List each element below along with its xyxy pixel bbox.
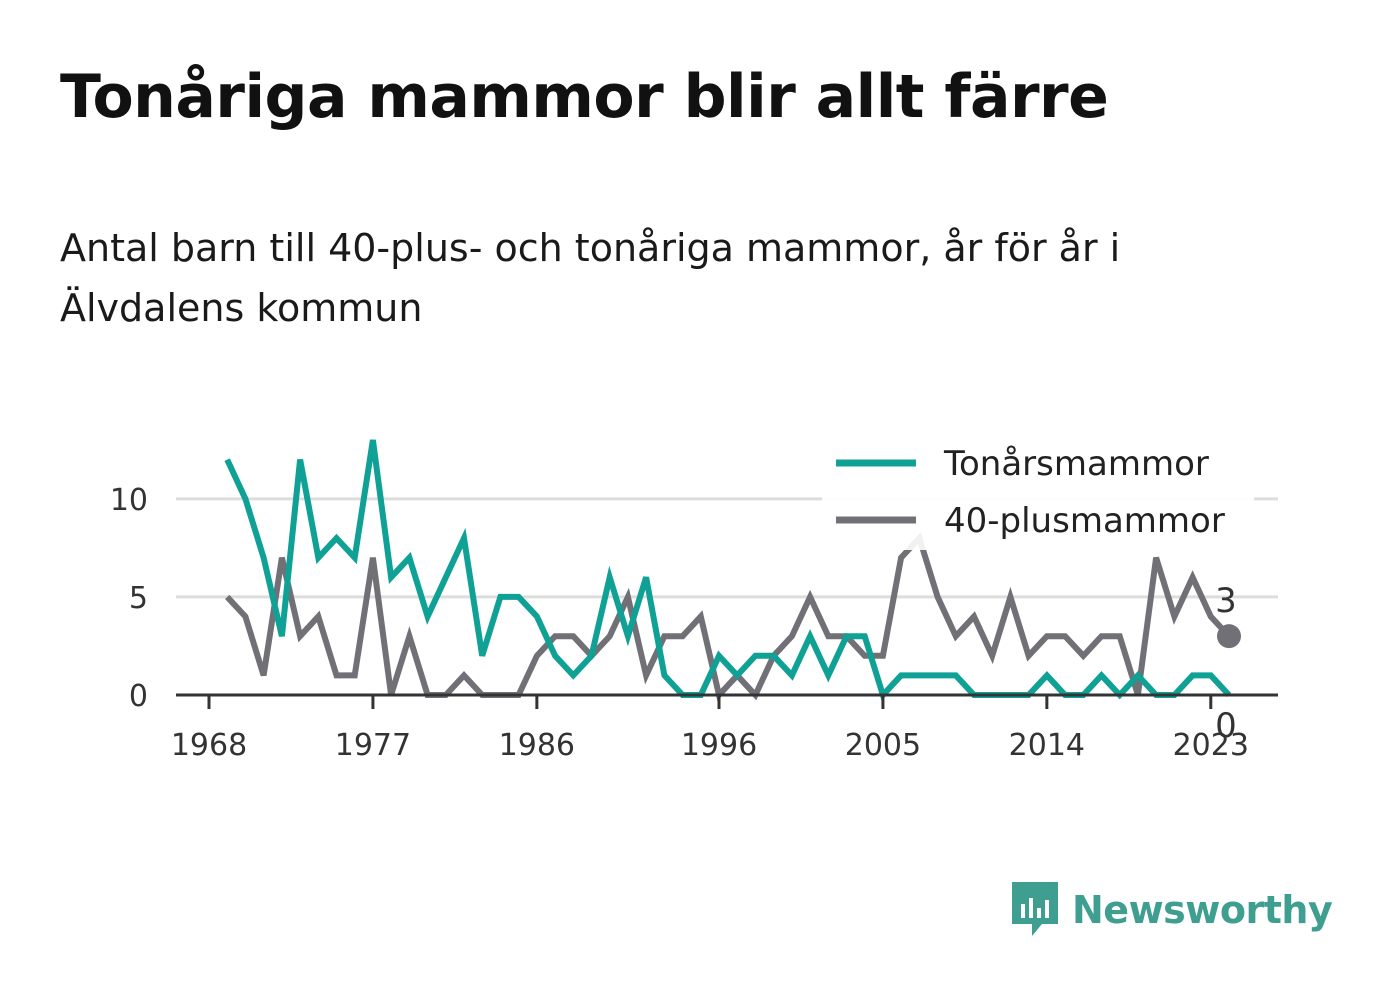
- end-point-marker: [1217, 624, 1241, 649]
- chart-subtitle: Antal barn till 40-plus- och tonåriga ma…: [60, 226, 1121, 330]
- legend-label: Tonårsmammor: [943, 444, 1209, 484]
- legend: Tonårsmammor 40-plusmammor: [822, 438, 1254, 550]
- y-tick-label: 0: [129, 679, 148, 714]
- end-value-label: 3: [1215, 581, 1237, 621]
- legend-label: 40-plusmammor: [944, 501, 1225, 541]
- y-tick-label: 5: [129, 581, 148, 616]
- axes: 0 5 10 1968 1977 1986 1996 2005 2014 2023: [110, 483, 1278, 763]
- y-tick-label: 10: [110, 483, 148, 518]
- x-tick-label: 2005: [845, 728, 921, 763]
- series-line-40-plusmammor: [225, 532, 1232, 702]
- x-tick-label: 2014: [1009, 728, 1085, 763]
- newsworthy-logo-icon: [1012, 882, 1058, 936]
- legend-background: [822, 438, 1254, 550]
- x-tick-label: 1996: [681, 728, 757, 763]
- x-tick-label: 1977: [335, 728, 411, 763]
- end-value-label: 0: [1215, 706, 1237, 746]
- series-line-ton-rsmammor: [224, 439, 1232, 701]
- end-labels: 03: [1215, 581, 1241, 746]
- x-tick-label: 1968: [171, 728, 247, 763]
- newsworthy-logo: Newsworthy: [1010, 878, 1333, 942]
- newsworthy-logo-text: Newsworthy: [1072, 888, 1333, 932]
- x-tick-label: 1986: [499, 728, 575, 763]
- chart-title: Tonåriga mammor blir allt färre: [60, 62, 1109, 132]
- series-layer: [224, 439, 1232, 702]
- x-tick-label: 2023: [1173, 728, 1249, 763]
